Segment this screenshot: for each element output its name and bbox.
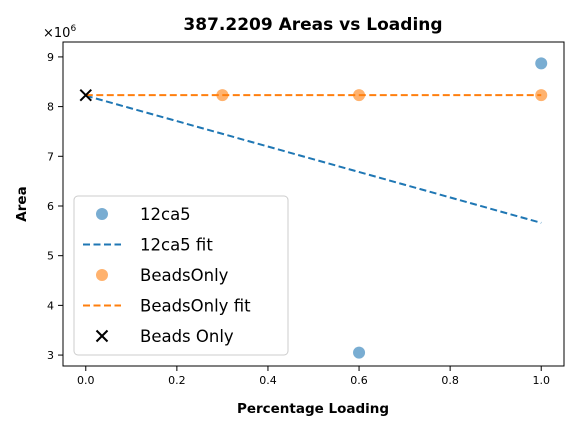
cross-marker xyxy=(79,88,92,102)
y-axis-ticks: 3 4 5 6 7 8 9 xyxy=(47,51,63,362)
y-tick-label: 3 xyxy=(47,349,54,362)
x-tick-label: 0.4 xyxy=(259,374,277,387)
y-tick-label: 7 xyxy=(47,150,54,163)
y-axis-label: Area xyxy=(14,186,30,221)
x-tick-label: 1.0 xyxy=(532,374,550,387)
legend: 12ca5 12ca5 fit BeadsOnly BeadsOnly fit Bead… xyxy=(73,195,289,356)
legend-items: 12ca5 12ca5 fit BeadsOnly BeadsOnly fit Bead… xyxy=(83,205,251,346)
y-multiplier-base: ×10 xyxy=(43,26,70,41)
legend-item: 12ca5 fit xyxy=(83,236,213,255)
x-axis-label: Percentage Loading xyxy=(237,401,389,417)
fit-line xyxy=(85,94,542,224)
x-tick-label: 0.6 xyxy=(350,374,368,387)
data-point xyxy=(216,89,229,102)
data-point xyxy=(535,57,548,70)
legend-label: BeadsOnly xyxy=(140,266,229,285)
legend-marker xyxy=(95,329,109,343)
x-tick-label: 0.0 xyxy=(77,374,95,387)
y-tick-label: 5 xyxy=(47,250,54,263)
data-point xyxy=(353,346,366,359)
legend-item: Beads Only xyxy=(95,327,234,346)
x-tick-label: 0.8 xyxy=(441,374,459,387)
legend-label: 12ca5 fit xyxy=(140,236,213,255)
x-tick-label: 0.2 xyxy=(168,374,186,387)
y-multiplier: ×106 xyxy=(43,24,76,41)
y-tick-label: 9 xyxy=(47,51,54,64)
y-tick-label: 8 xyxy=(47,101,54,114)
data-point xyxy=(353,89,366,102)
legend-item: BeadsOnly xyxy=(96,266,229,285)
legend-item: BeadsOnly fit xyxy=(83,297,251,316)
legend-marker xyxy=(96,269,108,281)
legend-marker xyxy=(96,208,108,220)
plot-layer xyxy=(79,57,548,359)
y-tick-label: 6 xyxy=(47,200,54,213)
legend-frame xyxy=(73,195,289,356)
legend-label: Beads Only xyxy=(140,327,234,346)
legend-label: BeadsOnly fit xyxy=(140,297,251,316)
plot-frame xyxy=(62,41,565,367)
y-tick-label: 4 xyxy=(47,299,54,312)
cross-stroke xyxy=(79,88,92,102)
legend-item: 12ca5 xyxy=(96,205,191,224)
legend-label: 12ca5 xyxy=(140,205,191,224)
x-axis-ticks: 0.0 0.2 0.4 0.6 0.8 1.0 xyxy=(77,366,550,387)
chart-title: 387.2209 Areas vs Loading xyxy=(183,15,442,35)
y-multiplier-exp: 6 xyxy=(70,24,76,34)
data-point xyxy=(535,89,548,102)
